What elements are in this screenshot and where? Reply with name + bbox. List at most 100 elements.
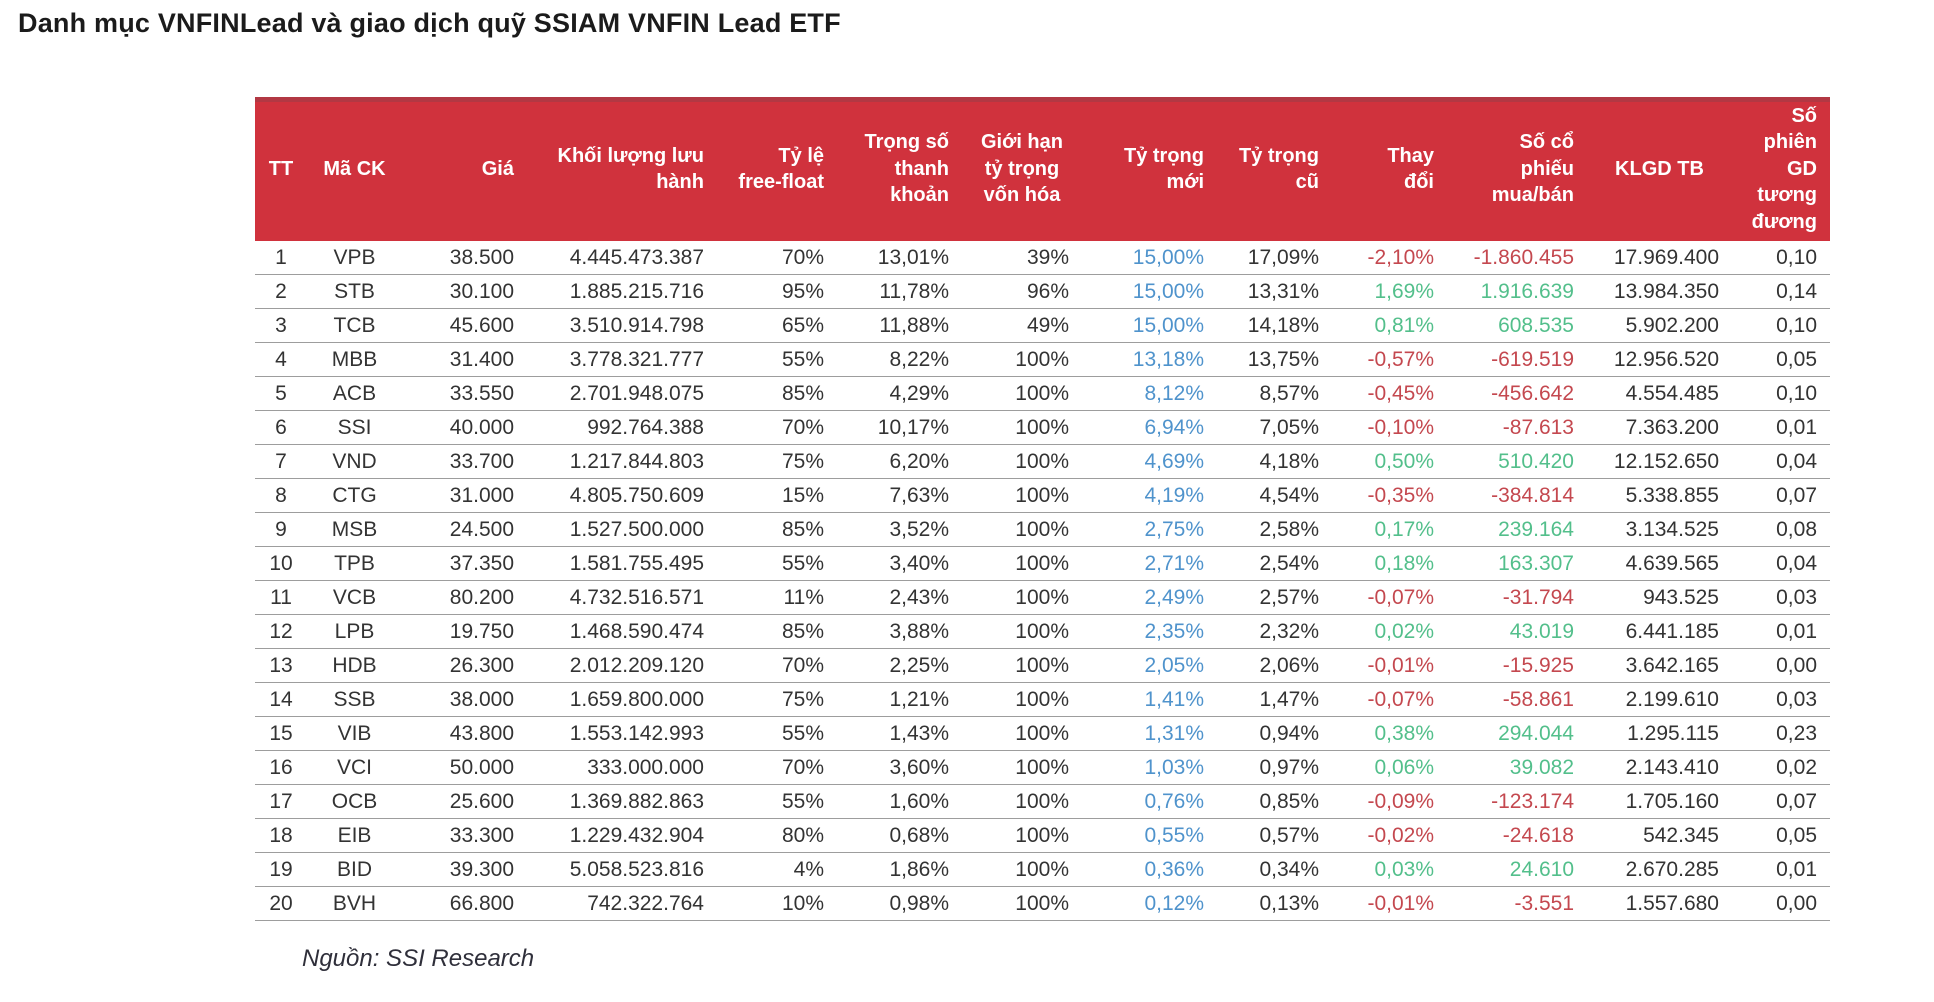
table-row: 11 VCB 80.200 4.732.516.571 11% 2,43% 100% 2,49… [255, 580, 1830, 616]
table-cell: 24.610 [1447, 852, 1587, 888]
table-cell: 10,17% [837, 410, 962, 446]
table-cell: 5.058.523.816 [527, 852, 717, 888]
table-cell: 7.363.200 [1587, 410, 1732, 446]
table-cell: 65% [717, 308, 837, 344]
table-cell: 2,54% [1217, 546, 1332, 582]
table-cell: 10% [717, 886, 837, 922]
table-cell: 85% [717, 512, 837, 548]
table-cell: 3 [255, 308, 307, 344]
table-cell: 0,05 [1732, 818, 1830, 854]
table-cell: 0,36% [1082, 852, 1217, 888]
table-cell: 0,12% [1082, 886, 1217, 922]
table-cell: 17 [255, 784, 307, 820]
table-cell: -619.519 [1447, 342, 1587, 378]
column-header: Khối lượng lưu hành [527, 97, 717, 241]
table-cell: 7,63% [837, 478, 962, 514]
table-cell: 85% [717, 614, 837, 650]
table-cell: 100% [962, 478, 1082, 514]
table-cell: 1,41% [1082, 682, 1217, 718]
table-cell: 5.338.855 [1587, 478, 1732, 514]
table-cell: 0,18% [1332, 546, 1447, 582]
table-cell: 4,19% [1082, 478, 1217, 514]
table-cell: 1 [255, 240, 307, 276]
table-cell: 19.750 [402, 614, 527, 650]
column-header: Trọng số thanh khoản [837, 97, 962, 241]
table-cell: 26.300 [402, 648, 527, 684]
table-cell: 13 [255, 648, 307, 684]
table-cell: 43.019 [1447, 614, 1587, 650]
table-cell: 3,88% [837, 614, 962, 650]
table-cell: ACB [307, 376, 402, 412]
table-cell: 0,57% [1217, 818, 1332, 854]
table-cell: 0,10 [1732, 376, 1830, 412]
table-cell: 0,34% [1217, 852, 1332, 888]
table-row: 16 VCI 50.000 333.000.000 70% 3,60% 100% 1,03% 0… [255, 750, 1830, 786]
table-cell: 100% [962, 410, 1082, 446]
table-cell: 6,20% [837, 444, 962, 480]
table-cell: 100% [962, 716, 1082, 752]
table-row: 19 BID 39.300 5.058.523.816 4% 1,86% 100% 0,36%… [255, 852, 1830, 888]
table-cell: 0,04 [1732, 444, 1830, 480]
table-cell: 100% [962, 614, 1082, 650]
table-cell: -87.613 [1447, 410, 1587, 446]
table-cell: 100% [962, 886, 1082, 922]
table-cell: 70% [717, 410, 837, 446]
table-header: TT Mã CK Giá Khối lượng lưu hành Tỷ lệ free-… [255, 97, 1830, 241]
table-cell: 75% [717, 444, 837, 480]
table-cell: 1.468.590.474 [527, 614, 717, 650]
table-cell: 15 [255, 716, 307, 752]
etf-table-container: TT Mã CK Giá Khối lượng lưu hành Tỷ lệ free-… [255, 97, 1830, 922]
table-cell: 14 [255, 682, 307, 718]
table-cell: 39.082 [1447, 750, 1587, 786]
table-cell: 2,75% [1082, 512, 1217, 548]
table-cell: 0,00 [1732, 886, 1830, 922]
table-cell: 80% [717, 818, 837, 854]
table-cell: 43.800 [402, 716, 527, 752]
table-cell: 13,01% [837, 240, 962, 276]
table-cell: 163.307 [1447, 546, 1587, 582]
table-row: 12 LPB 19.750 1.468.590.474 85% 3,88% 100% 2,35… [255, 614, 1830, 650]
table-row: 9 MSB 24.500 1.527.500.000 85% 3,52% 100% 2,75%… [255, 512, 1830, 548]
table-cell: -0,09% [1332, 784, 1447, 820]
table-cell: 6 [255, 410, 307, 446]
table-cell: -58.861 [1447, 682, 1587, 718]
table-cell: 33.700 [402, 444, 527, 480]
table-cell: 17.969.400 [1587, 240, 1732, 276]
table-cell: 13.984.350 [1587, 274, 1732, 310]
table-cell: 2,06% [1217, 648, 1332, 684]
table-cell: 3,60% [837, 750, 962, 786]
table-cell: -31.794 [1447, 580, 1587, 616]
table-cell: 1.916.639 [1447, 274, 1587, 310]
table-cell: 20 [255, 886, 307, 922]
column-header: KLGD TB [1587, 97, 1732, 241]
table-cell: 0,10 [1732, 240, 1830, 276]
table-cell: -0,07% [1332, 682, 1447, 718]
table-cell: 0,14 [1732, 274, 1830, 310]
table-row: 8 CTG 31.000 4.805.750.609 15% 7,63% 100% 4,19%… [255, 478, 1830, 514]
table-cell: 4,69% [1082, 444, 1217, 480]
table-cell: 0,81% [1332, 308, 1447, 344]
table-cell: 8,22% [837, 342, 962, 378]
table-cell: -384.814 [1447, 478, 1587, 514]
table-cell: 0,02 [1732, 750, 1830, 786]
table-cell: 100% [962, 444, 1082, 480]
table-cell: 100% [962, 342, 1082, 378]
table-cell: 13,31% [1217, 274, 1332, 310]
column-header: Mã CK [307, 97, 402, 241]
table-cell: 0,98% [837, 886, 962, 922]
column-header: Thay đổi [1332, 97, 1447, 241]
column-header: Số cổ phiếu mua/bán [1447, 97, 1587, 241]
table-cell: 2.143.410 [1587, 750, 1732, 786]
table-cell: CTG [307, 478, 402, 514]
table-cell: 15,00% [1082, 308, 1217, 344]
table-cell: -123.174 [1447, 784, 1587, 820]
table-cell: 13,75% [1217, 342, 1332, 378]
table-cell: 4.445.473.387 [527, 240, 717, 276]
table-cell: 9 [255, 512, 307, 548]
table-row: 17 OCB 25.600 1.369.882.863 55% 1,60% 100% 0,76… [255, 784, 1830, 820]
table-cell: 1.557.680 [1587, 886, 1732, 922]
table-cell: 1,43% [837, 716, 962, 752]
table-cell: 1,60% [837, 784, 962, 820]
table-cell: 1,31% [1082, 716, 1217, 752]
table-cell: SSB [307, 682, 402, 718]
